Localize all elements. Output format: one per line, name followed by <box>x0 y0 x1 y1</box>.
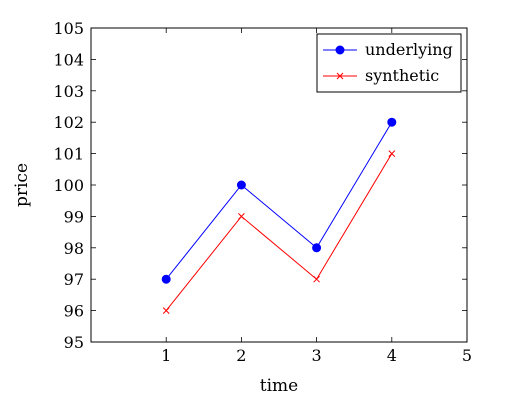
legend-label: synthetic <box>365 66 439 85</box>
y-tick-label: 97 <box>64 270 84 289</box>
legend-marker <box>336 72 344 80</box>
series-underlying <box>161 117 397 284</box>
data-point-synthetic <box>238 213 245 220</box>
x-tick-label: 2 <box>236 346 246 365</box>
x-tick-label: 1 <box>161 346 171 365</box>
y-tick-label: 98 <box>64 239 84 258</box>
y-tick-label: 96 <box>64 302 84 321</box>
x-tick-label: 5 <box>462 346 472 365</box>
data-point-synthetic <box>313 275 320 283</box>
y-tick-label: 99 <box>64 207 84 226</box>
legend-marker <box>335 45 345 55</box>
series-line-underlying <box>165 121 393 280</box>
y-tick-label: 95 <box>64 333 84 352</box>
y-tick-label: 101 <box>53 145 84 164</box>
series-layer <box>161 117 397 314</box>
y-tick-label: 100 <box>53 176 84 195</box>
legend-box <box>316 33 462 93</box>
series-line-synthetic <box>165 153 393 311</box>
legend-item-synthetic: synthetic <box>323 66 439 85</box>
y-tick-label: 104 <box>53 50 84 69</box>
data-point-synthetic <box>162 307 170 314</box>
data-point-underlying <box>312 243 322 253</box>
series-synthetic <box>162 150 396 314</box>
y-axis-title: price <box>12 163 32 207</box>
data-point-underlying <box>387 117 397 127</box>
legend-item-underlying: underlying <box>323 40 453 59</box>
x-tick-label: 4 <box>387 346 397 365</box>
y-tick-label: 103 <box>53 82 84 101</box>
y-tick-label: 105 <box>53 19 84 38</box>
x-axis-title: time <box>260 376 298 396</box>
tick-labels: 95 96 97 98 99 100 101 102 103 104 105 1 2 3 4 5 <box>53 19 472 365</box>
y-tick-label: 102 <box>53 113 84 132</box>
data-point-underlying <box>236 180 246 190</box>
x-tick-label: 3 <box>312 346 322 365</box>
plot-frame <box>90 27 468 343</box>
data-point-synthetic <box>388 150 396 157</box>
legend: underlying synthetic <box>316 33 462 93</box>
tick-marks <box>91 27 468 343</box>
data-point-underlying <box>161 274 171 284</box>
legend-label: underlying <box>365 40 453 59</box>
